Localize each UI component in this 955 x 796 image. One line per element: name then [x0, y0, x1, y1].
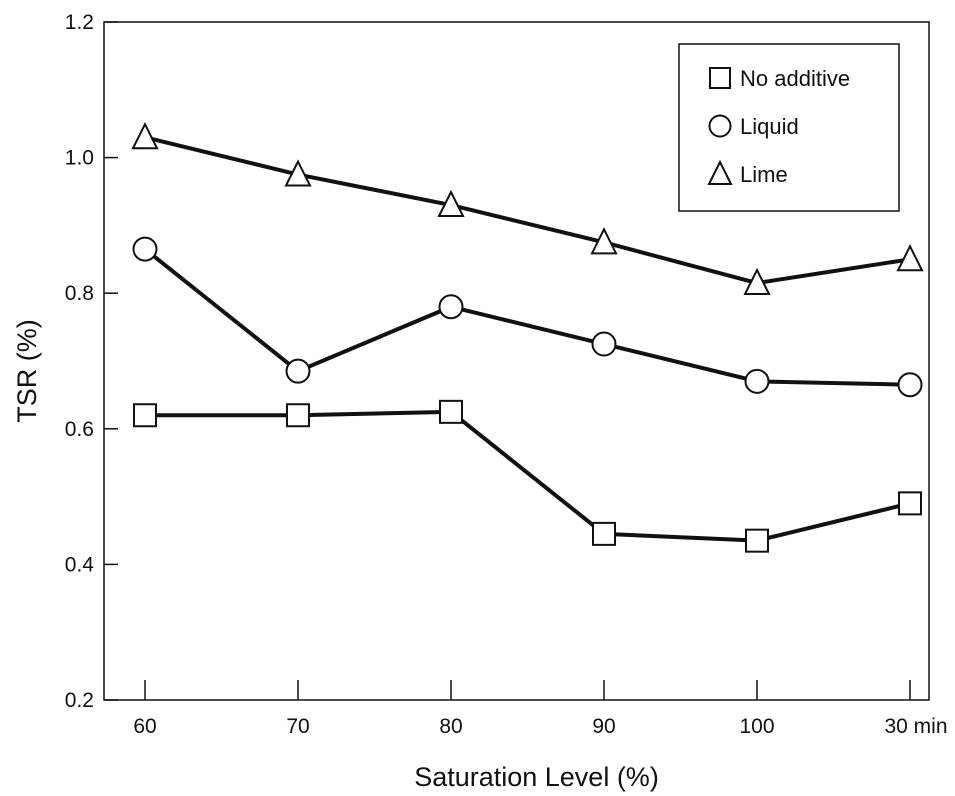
data-point-no-additive: [745, 528, 769, 553]
x-tick-label: 30 min: [884, 715, 947, 738]
y-tick-label: 1.0: [65, 147, 94, 170]
legend-marker-no-additive: [709, 67, 731, 89]
series-line-lime: [144, 135, 911, 286]
data-point-no-additive: [286, 403, 310, 428]
x-tick-label: 90: [592, 715, 615, 738]
data-point-lime: [284, 159, 312, 187]
data-point-no-additive: [439, 399, 463, 424]
y-tick-label: 0.8: [65, 282, 94, 305]
y-axis-title: TSR (%): [12, 319, 42, 423]
data-point-liquid: [132, 236, 158, 262]
x-tick-label: 80: [439, 715, 462, 738]
series-line-liquid: [143, 247, 911, 387]
data-point-lime: [896, 244, 924, 272]
x-tick-label: 70: [286, 715, 309, 738]
data-point-lime: [437, 189, 465, 218]
series-line-no-additive: [145, 409, 911, 543]
data-point-no-additive: [133, 403, 157, 428]
y-tick-label: 0.4: [65, 553, 95, 576]
data-point-lime: [590, 227, 618, 255]
data-point-liquid: [744, 368, 770, 394]
legend-label: No additive: [740, 66, 850, 91]
x-axis-title: Saturation Level (%): [414, 762, 659, 792]
legend-label: Liquid: [740, 114, 799, 139]
legend-marker-liquid: [708, 114, 732, 138]
data-point-lime: [131, 122, 159, 150]
plot-frame: [103, 21, 930, 701]
legend-marker-lime: [707, 159, 733, 185]
y-tick-label: 0.6: [65, 418, 94, 441]
x-tick-label: 60: [133, 715, 156, 738]
data-point-no-additive: [592, 521, 616, 546]
data-point-liquid: [285, 358, 311, 384]
data-point-lime: [743, 267, 771, 296]
legend-label: Lime: [740, 162, 788, 187]
x-tick-label: 100: [739, 715, 774, 738]
data-point-liquid: [897, 372, 923, 398]
y-tick-label: 0.2: [65, 689, 94, 712]
data-point-liquid: [591, 331, 617, 357]
data-point-liquid: [438, 294, 464, 320]
data-point-no-additive: [898, 491, 922, 516]
y-tick-label: 1.2: [65, 11, 94, 34]
